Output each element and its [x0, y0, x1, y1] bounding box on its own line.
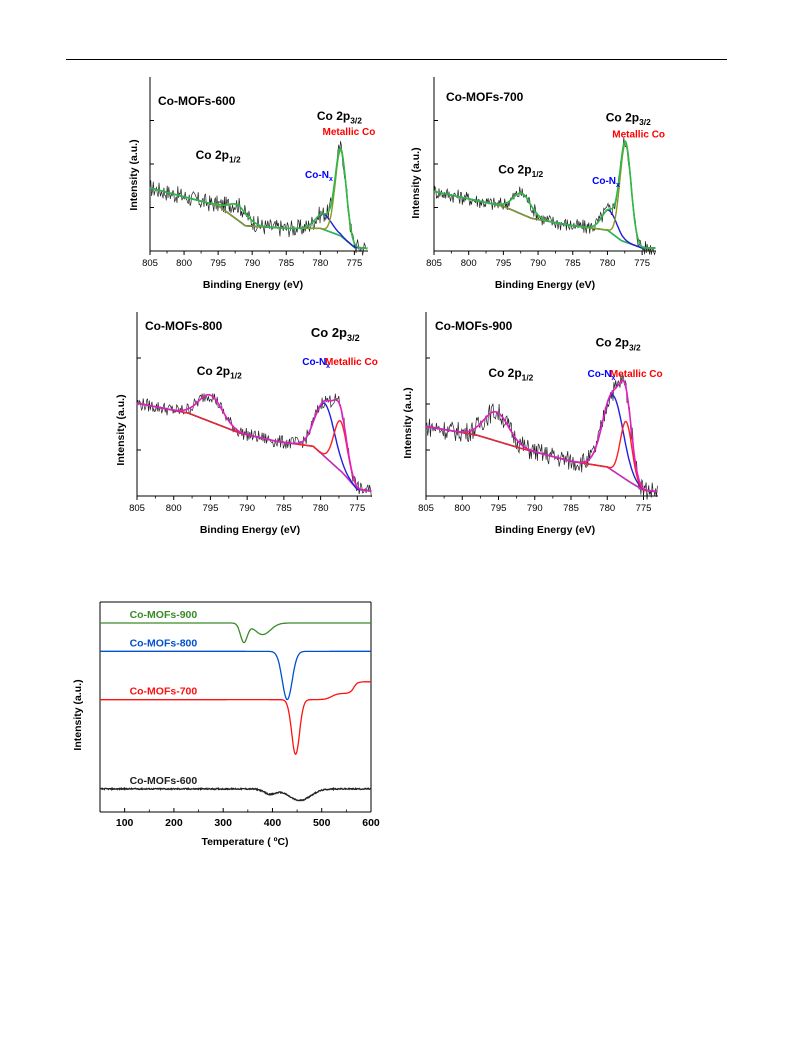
- raw-spectrum-line: [425, 374, 658, 500]
- fit-peak-2: [136, 402, 372, 492]
- x-tick-label: 805: [418, 503, 434, 514]
- fit-envelope-line: [433, 140, 656, 249]
- fit-peak-0: [425, 410, 658, 493]
- x-tick-label: 780: [599, 503, 615, 514]
- series-label: Co-MOFs-600: [130, 775, 198, 787]
- x-tick-label: 800: [166, 503, 182, 514]
- peak-annotation: Metallic Co: [612, 130, 665, 141]
- peak-annotation: Co 2p3/2: [317, 109, 362, 126]
- series-label: Co-MOFs-800: [130, 637, 198, 649]
- x-tick-label: 805: [142, 258, 158, 269]
- series-line-co-mofs-900: [100, 622, 371, 644]
- peak-annotation: Co 2p1/2: [498, 162, 543, 179]
- peak-annotation: Metallic Co: [325, 357, 378, 368]
- x-axis-label: Binding Energy (eV): [200, 524, 300, 536]
- xps-chart-co-mofs-700: Co-MOFs-700 Binding Energy (eV) Intensit…: [410, 77, 665, 291]
- x-axis-label: Binding Energy (eV): [203, 279, 303, 291]
- peak-annotation: Co-Nx: [588, 369, 616, 382]
- series-label: Co-MOFs-900: [130, 609, 198, 621]
- x-tick-label: 790: [527, 503, 543, 514]
- x-tick-label: 805: [129, 503, 145, 514]
- series-line-co-mofs-600: [99, 786, 372, 802]
- peak-annotation: Co-Nx: [305, 170, 333, 183]
- peak-annotation: Co 2p1/2: [196, 148, 241, 165]
- x-tick-label: 795: [491, 503, 507, 514]
- x-tick-label: 100: [116, 817, 134, 829]
- y-axis-label: Intensity (a.u.): [410, 147, 422, 218]
- x-tick-label: 785: [565, 258, 581, 269]
- xps-chart-co-mofs-900: Co-MOFs-900 Binding Energy (eV) Intensit…: [402, 312, 663, 536]
- fit-envelope-line: [425, 379, 658, 493]
- x-axis-label: Binding Energy (eV): [495, 279, 595, 291]
- thermal-chart: Temperature ( ºC) Intensity (a.u.) 100 20…: [72, 601, 380, 848]
- x-tick-label: 795: [203, 503, 219, 514]
- y-axis-label: Intensity (a.u.): [72, 679, 84, 750]
- fit-envelope-line: [149, 146, 368, 250]
- peak-annotation: Co 2p3/2: [596, 336, 641, 353]
- x-tick-label: 600: [362, 817, 380, 829]
- peak-annotation: Co 2p1/2: [197, 364, 242, 381]
- x-tick-label: 800: [461, 258, 477, 269]
- peak-annotation: Metallic Co: [610, 369, 663, 380]
- series-line-co-mofs-700: [100, 681, 371, 756]
- x-tick-label: 790: [239, 503, 255, 514]
- x-tick-label: 775: [346, 258, 362, 269]
- xps-chart-co-mofs-600: Co-MOFs-600 Binding Energy (eV) Intensit…: [128, 77, 376, 291]
- x-tick-label: 800: [176, 258, 192, 269]
- x-tick-label: 785: [278, 258, 294, 269]
- chart-title: Co-MOFs-900: [435, 319, 513, 333]
- peak-annotation: Co-Nx: [592, 176, 620, 189]
- y-axis-label: Intensity (a.u.): [128, 139, 140, 210]
- x-tick-label: 775: [349, 503, 365, 514]
- fit-envelope-line: [136, 394, 372, 492]
- peak-annotation: Metallic Co: [323, 127, 376, 138]
- peak-annotation: Co 2p3/2: [606, 110, 651, 127]
- x-tick-label: 780: [312, 258, 328, 269]
- x-tick-label: 800: [454, 503, 470, 514]
- x-tick-label: 795: [210, 258, 226, 269]
- x-tick-label: 300: [214, 817, 232, 829]
- peak-annotation: Co 2p1/2: [488, 366, 533, 383]
- chart-title: Co-MOFs-600: [158, 94, 236, 108]
- series-label: Co-MOFs-700: [130, 686, 198, 698]
- x-axis-label: Temperature ( ºC): [201, 836, 288, 848]
- x-tick-label: 780: [600, 258, 616, 269]
- x-tick-label: 775: [636, 503, 652, 514]
- raw-spectrum-line: [149, 141, 368, 256]
- xps-chart-co-mofs-800: Co-MOFs-800 Binding Energy (eV) Intensit…: [115, 312, 378, 536]
- y-axis-label: Intensity (a.u.): [402, 387, 414, 458]
- x-tick-label: 785: [563, 503, 579, 514]
- x-axis-label: Binding Energy (eV): [495, 524, 595, 536]
- fit-peak-1: [136, 402, 372, 492]
- chart-title: Co-MOFs-700: [446, 90, 524, 104]
- x-tick-label: 805: [426, 258, 442, 269]
- x-tick-label: 775: [634, 258, 650, 269]
- x-tick-label: 500: [313, 817, 331, 829]
- raw-spectrum-line: [136, 393, 372, 498]
- background-line: [425, 425, 658, 493]
- x-tick-label: 785: [276, 503, 292, 514]
- x-tick-label: 790: [530, 258, 546, 269]
- peak-annotation: Co 2p3/2: [311, 325, 360, 343]
- series-line-co-mofs-800: [100, 650, 371, 701]
- x-tick-label: 790: [244, 258, 260, 269]
- y-axis-label: Intensity (a.u.): [115, 394, 127, 465]
- x-tick-label: 780: [313, 503, 329, 514]
- x-tick-label: 400: [264, 817, 282, 829]
- peak-annotation: Co-Nx: [302, 357, 330, 370]
- chart-title: Co-MOFs-800: [145, 319, 223, 333]
- header-rule: [66, 59, 727, 60]
- x-tick-label: 795: [495, 258, 511, 269]
- x-tick-label: 200: [165, 817, 183, 829]
- background-line: [136, 402, 372, 492]
